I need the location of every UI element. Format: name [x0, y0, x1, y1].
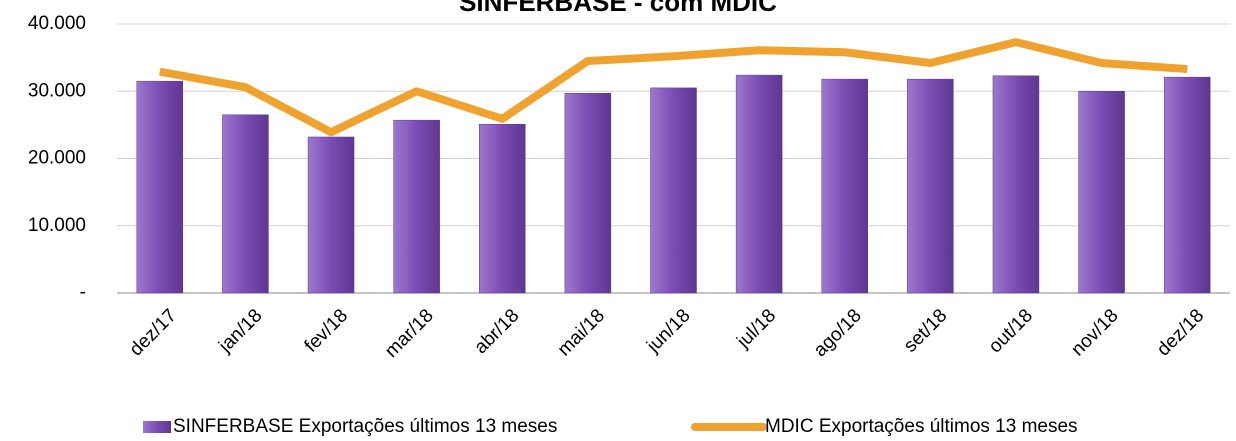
bar — [821, 78, 868, 294]
legend-label: MDIC Exportações últimos 13 meses — [765, 416, 1078, 437]
bar — [479, 123, 526, 294]
bar — [222, 114, 269, 294]
x-tick-label: fev/18 — [301, 305, 352, 356]
bar — [992, 75, 1040, 294]
bar — [735, 74, 783, 294]
x-tick-label: nov/18 — [1067, 305, 1122, 360]
x-tick-label: out/18 — [985, 305, 1037, 357]
legend-label: SINFERBASE Exportações últimos 13 meses — [173, 416, 557, 437]
x-tick-label: jul/18 — [733, 305, 781, 353]
x-tick-label: dez/17 — [126, 305, 181, 360]
x-tick-label: jun/18 — [642, 305, 694, 357]
legend-swatch — [143, 421, 171, 433]
x-tick-label: abr/18 — [470, 305, 523, 358]
x-tick-label: set/18 — [900, 305, 951, 356]
bar — [1163, 76, 1211, 294]
y-tick-label: - — [80, 282, 86, 303]
chart-title: SINFERBASE - com MDIC — [459, 0, 777, 17]
line — [159, 38, 1188, 137]
x-tick-label: jan/18 — [214, 305, 266, 357]
bar — [136, 80, 184, 294]
x-tick-label: dez/18 — [1153, 305, 1208, 360]
x-tick-label: mar/18 — [381, 305, 438, 362]
bar — [307, 136, 355, 294]
bar — [1078, 91, 1125, 294]
y-tick-label: 30.000 — [28, 80, 86, 101]
y-tick-label: 10.000 — [28, 215, 86, 236]
y-tick-label: 40.000 — [28, 13, 86, 34]
x-tick-label: mai/18 — [554, 305, 609, 360]
bar — [650, 87, 697, 294]
bar — [907, 78, 954, 294]
bar — [564, 93, 612, 294]
x-tick-label: ago/18 — [810, 305, 866, 361]
y-tick-label: 20.000 — [28, 148, 86, 169]
bar — [393, 119, 440, 294]
